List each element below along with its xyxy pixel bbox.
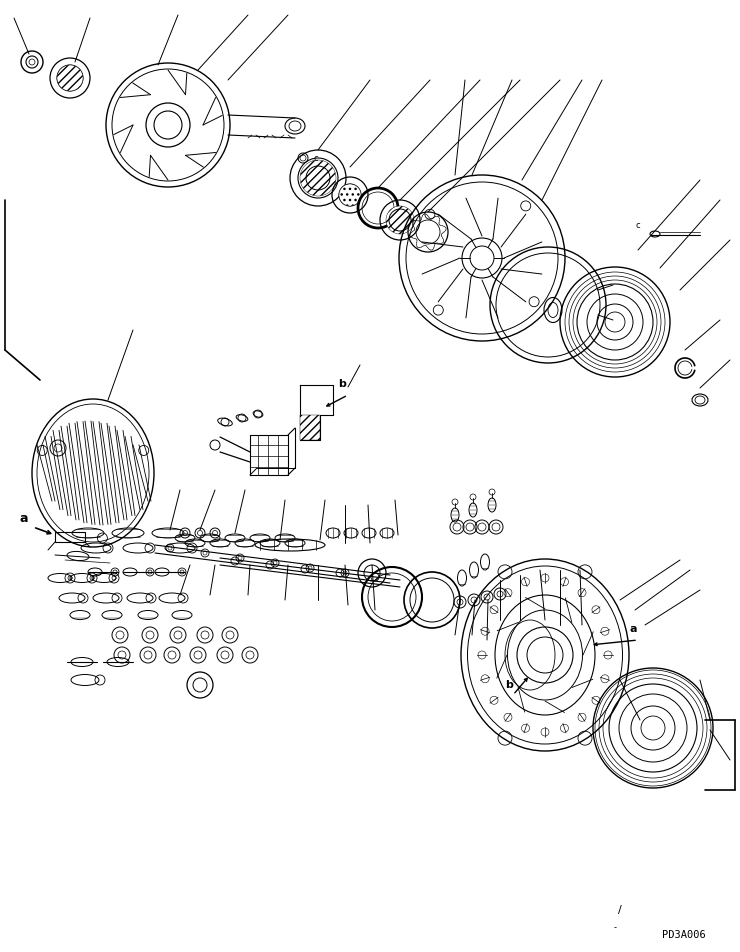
Text: c: c xyxy=(636,221,641,230)
Text: -: - xyxy=(614,923,617,932)
Text: b: b xyxy=(338,379,346,389)
Text: c: c xyxy=(313,154,317,163)
Text: a: a xyxy=(20,512,29,525)
Ellipse shape xyxy=(300,160,336,196)
Bar xyxy=(55,532,85,542)
Text: b: b xyxy=(505,680,513,690)
Text: PD3A006: PD3A006 xyxy=(662,930,706,940)
Ellipse shape xyxy=(57,65,83,91)
Bar xyxy=(300,415,320,440)
Text: /: / xyxy=(618,905,622,915)
Ellipse shape xyxy=(386,206,414,234)
Ellipse shape xyxy=(339,184,361,206)
Text: a: a xyxy=(630,624,637,634)
